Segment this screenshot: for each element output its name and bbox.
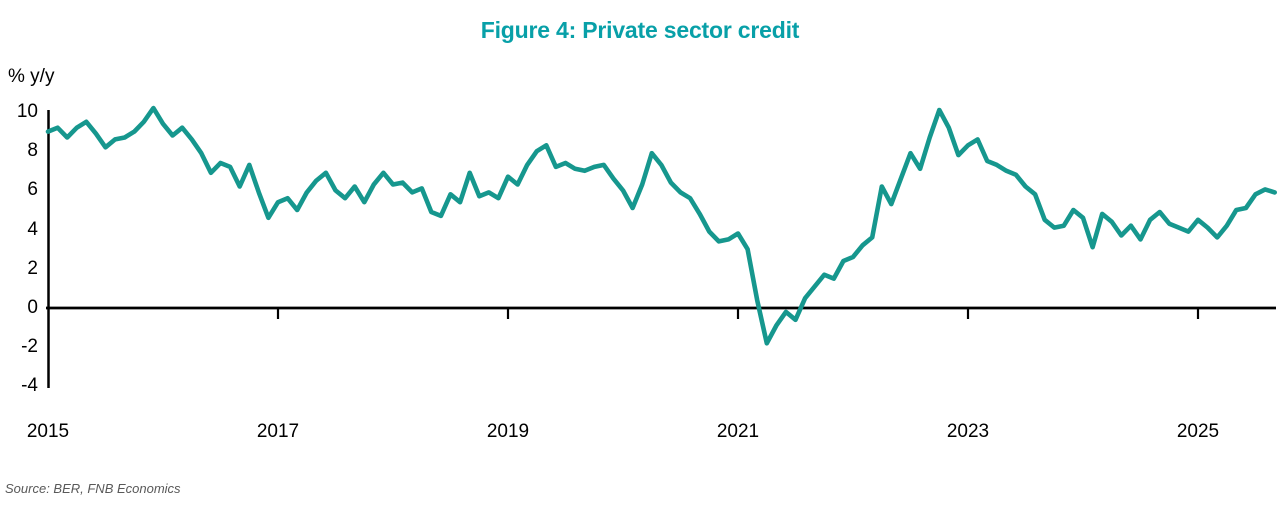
y-tick-label: 0: [27, 297, 38, 318]
x-tick-label: 2023: [946, 421, 990, 442]
y-tick-label: -2: [21, 336, 38, 358]
y-tick-label: 4: [27, 218, 38, 240]
x-tick-label: 2025: [1176, 421, 1220, 442]
y-tick-label: -4: [21, 375, 38, 397]
credit-growth-line: [45, 105, 1277, 346]
y-tick-label: 6: [27, 179, 38, 201]
x-tick-label: 2019: [486, 421, 530, 442]
x-tick-label: 2017: [256, 421, 300, 442]
chart-title: Figure 4: Private sector credit: [480, 17, 800, 43]
y-axis-unit-label: % y/y: [8, 66, 55, 87]
y-tick-label: 2: [27, 257, 38, 279]
x-tick-label: 2021: [716, 421, 760, 442]
y-tick-label: 8: [27, 140, 38, 162]
source-note: Source: BER, FNB Economics: [5, 481, 181, 496]
x-tick-label: 2015: [26, 421, 70, 442]
y-tick-label: 10: [16, 101, 38, 122]
